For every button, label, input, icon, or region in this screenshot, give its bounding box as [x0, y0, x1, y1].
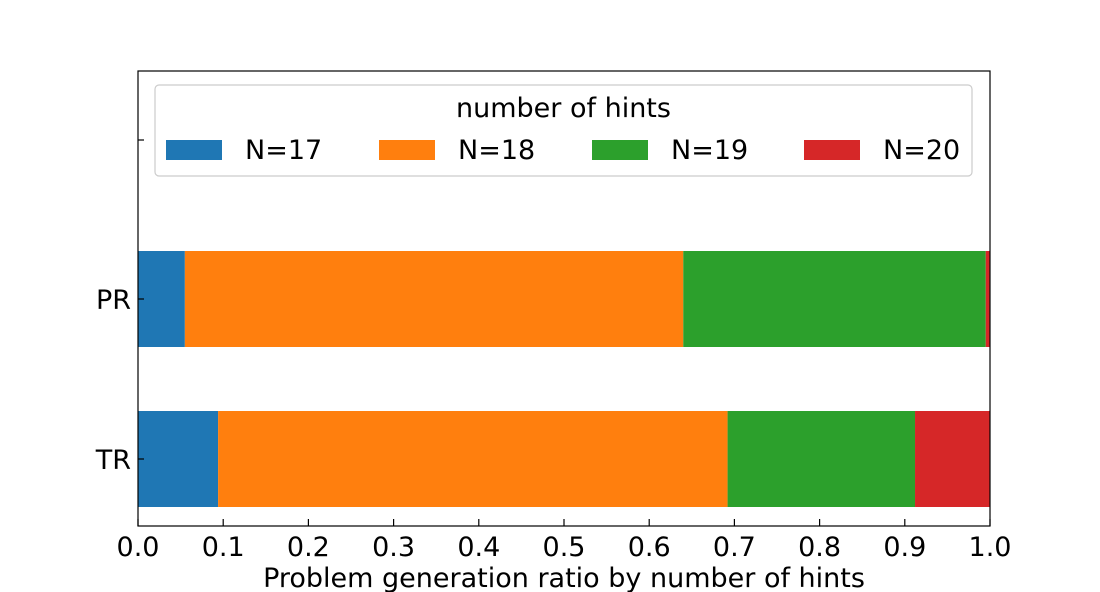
x-axis-label: Problem generation ratio by number of hi… [263, 563, 865, 592]
legend-swatch-n19 [592, 140, 648, 160]
x-tick-label: 0.9 [883, 532, 926, 563]
x-tick-label: 0.1 [202, 532, 245, 563]
bar-pr-n17 [138, 251, 185, 347]
bar-pr-n18 [184, 251, 684, 347]
legend-label-n19: N=19 [671, 135, 748, 166]
bar-tr-n17 [138, 411, 219, 507]
bar-pr-n19 [683, 251, 986, 347]
legend-swatch-n17 [166, 140, 222, 160]
legend-label-n18: N=18 [458, 135, 535, 166]
bar-tr-n18 [218, 411, 728, 507]
x-tick-label: 1.0 [969, 532, 1012, 563]
bar-tr-n20 [915, 411, 990, 507]
x-tick-label: 0.7 [713, 532, 756, 563]
x-tick-label: 0.5 [543, 532, 586, 563]
x-tick-label: 0.2 [287, 532, 330, 563]
legend-box [154, 84, 973, 177]
bar-tr-n19 [727, 411, 916, 507]
x-tick-label: 0.4 [457, 532, 500, 563]
x-tick-label: 0.0 [117, 532, 160, 563]
legend-swatch-n20 [804, 140, 860, 160]
x-tick-label: 0.6 [628, 532, 671, 563]
legend-swatch-n18 [379, 140, 435, 160]
y-tick-label-tr: TR [95, 445, 131, 476]
bar-pr-n20 [985, 251, 990, 347]
legend-label-n17: N=17 [245, 135, 322, 166]
legend-title: number of hints [456, 93, 671, 124]
y-tick-label-pr: PR [96, 285, 131, 316]
x-tick-label: 0.3 [372, 532, 415, 563]
x-tick-label: 0.8 [798, 532, 841, 563]
legend-label-n20: N=20 [883, 135, 960, 166]
